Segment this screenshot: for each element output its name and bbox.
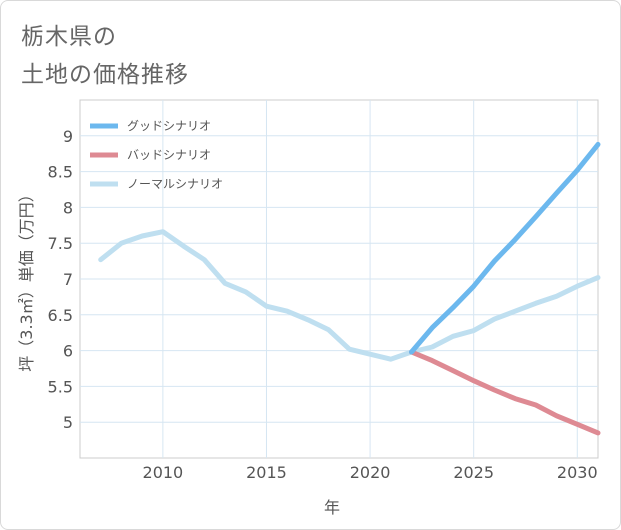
y-axis-label: 坪（3.3㎡）単価（万円） — [17, 186, 36, 371]
y-tick-label: 8 — [63, 198, 73, 217]
x-tick-label: 2015 — [246, 463, 287, 482]
y-tick-label: 5 — [63, 413, 73, 432]
page-title-line1: 栃木県の — [21, 24, 117, 50]
y-tick-label: 6 — [63, 342, 73, 361]
y-tick-labels: 5 5.5 6 6.5 7 7.5 8 8.5 9 — [48, 127, 73, 432]
x-tick-label: 2010 — [143, 463, 184, 482]
page-title-line2: 土地の価格推移 — [21, 62, 189, 88]
x-tick-labels: 2010 2015 2020 2025 2030 — [143, 463, 598, 482]
series-line-2 — [409, 349, 601, 436]
x-axis-label: 年 — [324, 498, 340, 517]
legend-label: グッドシナリオ — [127, 119, 211, 133]
series-line-1 — [409, 141, 601, 355]
y-tick-label: 7 — [63, 270, 73, 289]
grid-lines — [80, 100, 598, 458]
y-tick-label: 8.5 — [48, 163, 73, 182]
legend-label: バッドシナリオ — [127, 148, 211, 162]
y-tick-label: 9 — [63, 127, 73, 146]
y-tick-label: 6.5 — [48, 306, 73, 325]
x-tick-label: 2025 — [453, 463, 494, 482]
series-lines — [98, 141, 601, 436]
legend-label: ノーマルシナリオ — [127, 177, 223, 191]
series-line-3 — [98, 229, 601, 362]
x-tick-label: 2030 — [557, 463, 598, 482]
y-tick-label: 5.5 — [48, 377, 73, 396]
x-tick-label: 2020 — [350, 463, 391, 482]
y-tick-label: 7.5 — [48, 234, 73, 253]
